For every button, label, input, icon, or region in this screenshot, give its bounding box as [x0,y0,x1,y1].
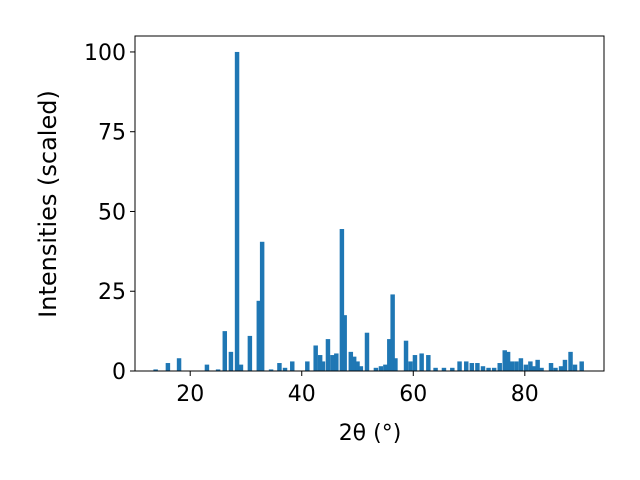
x-tick-label: 80 [511,382,539,407]
bar [228,351,234,371]
bar [277,363,282,371]
bar [165,363,171,371]
bar [313,345,318,371]
bar [532,366,537,371]
bar [509,361,515,371]
bar [572,364,578,371]
bar [358,366,364,371]
bar [247,335,253,371]
bar [497,363,502,371]
bar [351,356,357,371]
bar [268,369,274,371]
bar [408,361,413,371]
bar [441,367,447,371]
bar [426,355,431,371]
y-tick-label: 100 [84,41,126,66]
bar [419,353,424,371]
bar [176,358,182,371]
bar [412,355,418,371]
bar [480,366,486,371]
bar [153,369,158,371]
bar [305,361,310,371]
bar [387,339,392,371]
bar [553,367,558,371]
bar [378,366,384,371]
bar [222,331,228,371]
bar [523,364,529,371]
bar [518,358,524,371]
bar [568,351,573,371]
bar [457,361,462,371]
bar [364,332,370,371]
bar [535,359,540,371]
y-tick-label: 75 [98,121,126,146]
bar [373,367,379,371]
bar [215,369,221,371]
bar [348,351,354,371]
bar [290,361,295,371]
bar [330,355,335,371]
bar [393,358,398,371]
bar [579,361,584,371]
bar [562,359,568,371]
bar [403,340,409,371]
bar [539,367,544,371]
bar [433,367,438,371]
plot-frame [134,35,605,372]
x-axis-label: 2θ (°) [339,421,402,446]
x-tick-label: 40 [288,382,316,407]
bar [502,350,507,371]
bar [317,355,323,371]
bar [450,367,455,371]
bar [558,366,564,371]
bar [325,339,331,371]
x-tick-label: 20 [176,382,204,407]
bar [339,229,345,371]
y-tick-label: 0 [112,360,126,385]
x-tick-label: 60 [399,382,427,407]
bar [204,364,210,371]
bar [528,361,533,371]
y-tick-label: 25 [98,280,126,305]
bar [464,361,469,371]
bar [259,241,265,371]
y-axis-label: Intensities (scaled) [34,90,62,318]
bar [342,315,347,371]
bar [334,353,339,371]
bar [505,351,511,371]
bar [486,367,491,371]
bar [234,51,240,371]
bar [390,294,395,371]
bar [469,363,475,371]
bar [514,361,519,371]
bar [491,367,497,371]
bar [320,361,326,371]
bar [282,367,288,371]
y-tick-label: 50 [98,200,126,225]
bar [256,300,262,371]
bar [355,361,360,371]
bar [238,364,244,371]
bar [475,363,480,371]
bar [383,364,388,371]
bar [548,363,554,371]
